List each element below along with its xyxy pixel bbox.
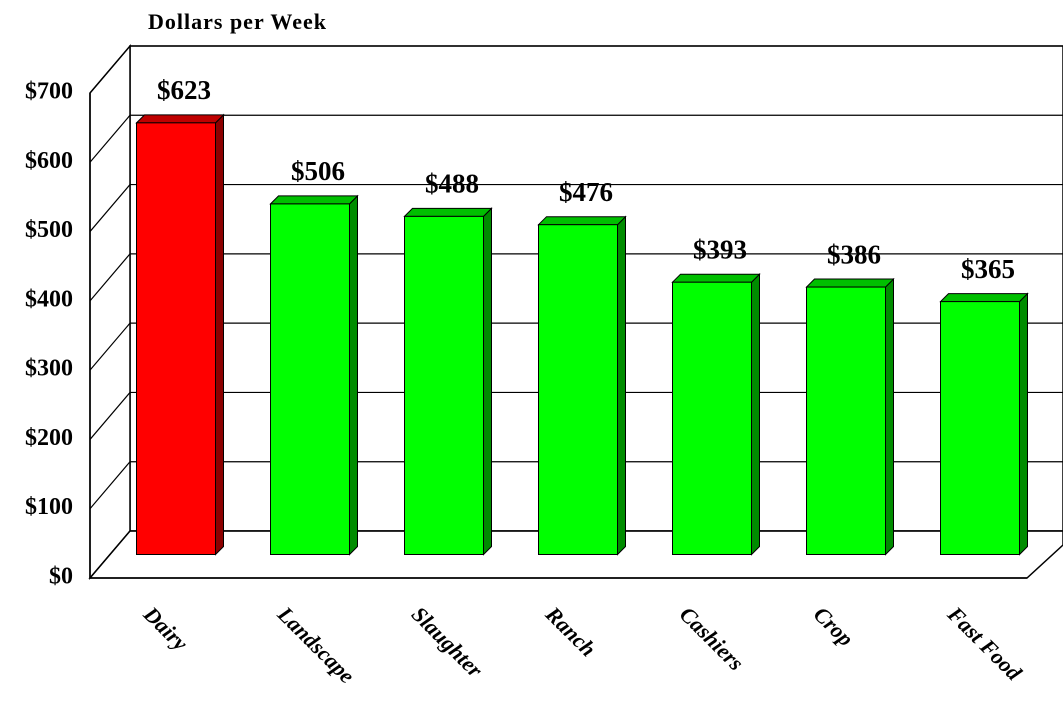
y-tick-label: $500: [25, 217, 73, 243]
bar: [538, 224, 618, 555]
grid-line: [89, 45, 1063, 94]
bar-side: [483, 207, 492, 556]
y-tick-label: $100: [25, 494, 73, 520]
bar-top: [403, 207, 493, 217]
grid-line: [89, 253, 1063, 302]
x-tick-label: Slaughter: [407, 601, 488, 682]
grid-line: [89, 183, 1063, 232]
y-tick-label: $300: [25, 356, 73, 382]
bar-top: [269, 195, 359, 205]
bar-top: [671, 273, 761, 283]
x-tick-label: Crop: [809, 601, 859, 651]
y-tick-label: $600: [25, 148, 73, 174]
x-tick-label: Dairy: [138, 601, 193, 656]
bar-side: [215, 113, 224, 556]
bar: [404, 215, 484, 555]
chart-title: Dollars per Week: [148, 9, 327, 34]
bar-side: [617, 215, 626, 556]
grid-line: [89, 114, 1063, 163]
x-tick-label: Ranch: [540, 601, 601, 662]
y-tick-label: $200: [25, 425, 73, 451]
x-tick-label: Cashiers: [675, 601, 749, 675]
value-label: $506: [291, 156, 345, 186]
bar-top: [537, 216, 627, 226]
y-tick-label: $700: [25, 79, 73, 105]
y-tick-label: $400: [25, 286, 73, 312]
bar: [136, 122, 216, 555]
bar: [940, 301, 1020, 555]
bar-side: [1019, 292, 1028, 556]
bar-top: [135, 114, 225, 124]
bar: [806, 286, 886, 555]
x-tick-label: Fast Food: [942, 601, 1027, 686]
value-label: $386: [827, 239, 881, 269]
bar: [672, 281, 752, 555]
value-label: $393: [693, 234, 747, 264]
bar-side: [885, 277, 894, 556]
y-tick-label: $0: [49, 564, 73, 590]
bar-side: [751, 273, 760, 556]
value-label: $365: [961, 254, 1015, 284]
value-label: $476: [559, 177, 613, 207]
x-tick-label: Landscape: [272, 601, 360, 689]
bar-top: [805, 278, 895, 288]
value-label: $623: [157, 75, 211, 105]
bar-top: [939, 293, 1029, 303]
bar: [270, 203, 350, 556]
value-label: $488: [425, 169, 479, 199]
side-wall: [89, 43, 131, 581]
bar-side: [349, 194, 358, 556]
